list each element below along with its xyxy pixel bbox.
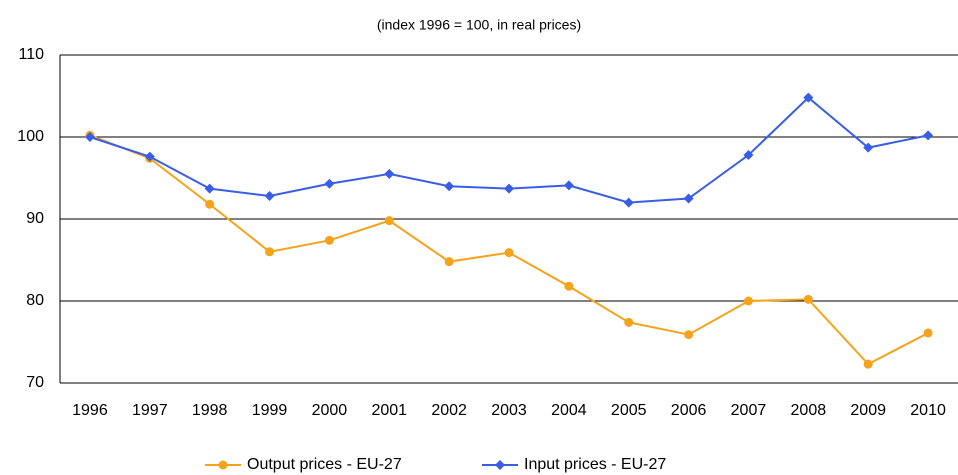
x-tick-label: 1998 [192, 402, 228, 419]
x-tick-label: 2003 [491, 402, 527, 419]
x-tick-label: 1996 [72, 402, 108, 419]
data-point [563, 180, 574, 191]
data-point [324, 178, 335, 189]
y-tick-label: 70 [26, 374, 44, 391]
data-point [683, 193, 694, 204]
data-point [444, 181, 455, 192]
data-point [863, 359, 873, 369]
legend-marker [495, 460, 505, 470]
data-point [923, 328, 933, 338]
legend-label: Output prices - EU-27 [247, 456, 402, 473]
x-tick-label: 1999 [252, 402, 288, 419]
legend-label: Input prices - EU-27 [524, 456, 666, 473]
x-tick-label: 2002 [431, 402, 467, 419]
data-point [324, 235, 334, 245]
data-point [803, 294, 813, 304]
legend-marker [218, 460, 228, 470]
y-tick-label: 100 [17, 128, 44, 145]
data-point [684, 330, 694, 340]
data-point [743, 150, 754, 161]
y-tick-label: 90 [26, 210, 44, 227]
data-point [504, 248, 514, 258]
data-point [265, 247, 275, 257]
data-point [205, 199, 215, 209]
x-tick-label: 1997 [132, 402, 168, 419]
data-point [803, 92, 814, 103]
data-point [623, 197, 634, 208]
data-point [264, 191, 275, 202]
data-point [384, 168, 395, 179]
data-point [564, 281, 574, 291]
data-point [743, 296, 753, 306]
chart-subtitle: (index 1996 = 100, in real prices) [377, 17, 581, 33]
x-tick-label: 2000 [312, 402, 348, 419]
x-tick-label: 2010 [910, 402, 946, 419]
data-point [84, 132, 95, 142]
data-point [863, 142, 874, 153]
data-point [504, 183, 514, 194]
x-tick-label: 2005 [611, 402, 647, 419]
data-point [923, 130, 934, 141]
data-point [624, 317, 634, 327]
y-tick-label: 80 [26, 292, 44, 309]
x-tick-label: 2001 [371, 402, 407, 419]
x-tick-label: 2004 [551, 402, 587, 419]
data-point [444, 257, 454, 267]
data-point [384, 216, 394, 226]
data-point [204, 183, 215, 194]
y-tick-label: 110 [18, 46, 44, 63]
x-tick-label: 2008 [791, 402, 827, 419]
x-tick-label: 2007 [731, 402, 767, 419]
data-point [144, 151, 155, 162]
x-tick-label: 2009 [850, 402, 886, 419]
x-tick-label: 2006 [671, 402, 707, 419]
